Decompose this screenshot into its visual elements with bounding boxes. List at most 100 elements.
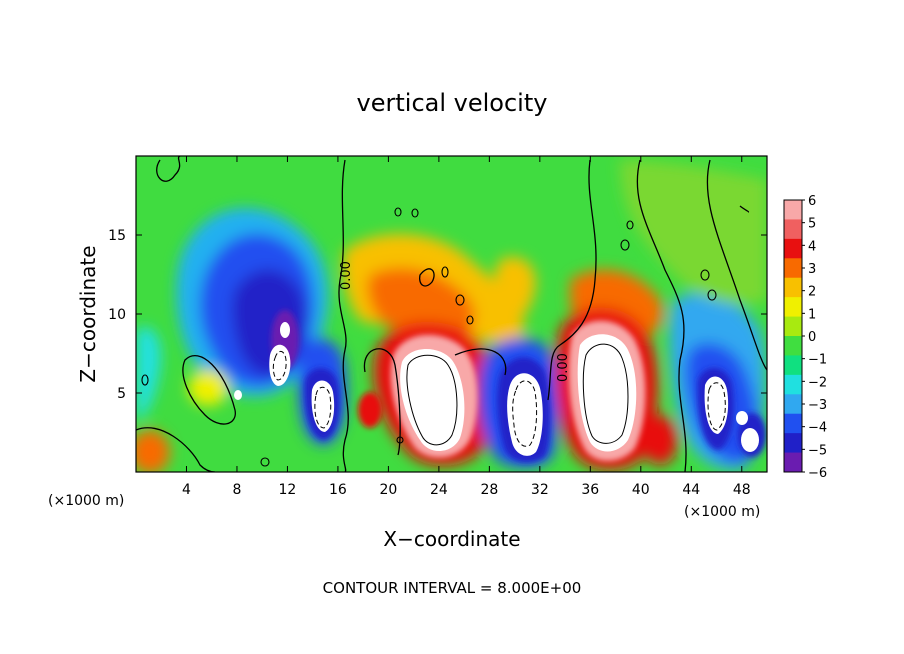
colorbar-swatch (784, 374, 802, 395)
plot-area: 0.00 0.00 (136, 156, 767, 472)
updraft-small-left (188, 370, 228, 406)
contour-neg-30 (512, 380, 538, 447)
colorbar-label: 0 (808, 330, 816, 345)
core-white-36 (577, 334, 637, 452)
contour-zero-a (338, 159, 349, 472)
x-tick-label: 20 (379, 482, 397, 498)
colorbar-label: 5 (808, 217, 816, 232)
updraft-ring-18 (358, 392, 382, 428)
chart-title: vertical velocity (357, 89, 548, 117)
colorbar-label: −5 (808, 443, 827, 458)
colorbar-label: −3 (808, 398, 827, 413)
colorbar-label: −2 (808, 375, 827, 390)
colorbar-swatch (784, 413, 802, 434)
loop-1 (394, 207, 402, 217)
contour-zero-h (363, 348, 401, 456)
x-tick-label: 4 (182, 482, 191, 498)
loop-7 (626, 220, 634, 230)
contour-interval-text: CONTOUR INTERVAL = 8.000E+00 (323, 579, 582, 597)
contour-zero-f (136, 427, 216, 472)
colorbar-swatch (784, 336, 802, 356)
contour-zero-c (636, 159, 687, 472)
x-tick-label: 36 (581, 482, 599, 498)
contour-neg-45 (707, 382, 726, 431)
core-white-11 (280, 322, 290, 338)
contour-eight-36 (582, 343, 629, 444)
core-white-14 (311, 380, 335, 432)
loop-4 (455, 294, 465, 306)
colorbar-label: 6 (808, 194, 816, 209)
x-tick-label: 16 (329, 482, 347, 498)
x-unit-label-left: (×1000 m) (48, 493, 124, 509)
loop-5 (466, 315, 474, 325)
loop-9 (707, 289, 717, 301)
colorbar-label: −4 (808, 421, 827, 436)
contour-zero-k (739, 205, 750, 213)
colorbar-swatch (784, 355, 802, 376)
colorbar-swatch (784, 394, 802, 415)
x-tick-label: 8 (232, 482, 241, 498)
updraft-right-small (642, 415, 678, 465)
contour-zero-j (419, 268, 435, 287)
loop-11 (260, 457, 270, 467)
contour-small-loops (141, 207, 717, 467)
colorbar-swatch (784, 452, 802, 473)
x-tick-label: 40 (632, 482, 650, 498)
loop-8 (700, 269, 710, 281)
loop-2 (411, 208, 419, 218)
contour-label-right: 0.00 (556, 353, 571, 382)
saturated-cores (234, 322, 759, 456)
core-white-45 (704, 376, 729, 434)
colorbar: 6 5 4 3 2 1 0 −1 −2 −3 −4 −5 −6 (783, 194, 827, 481)
contour-label-left: 0.00 (339, 261, 354, 290)
loop-6 (620, 239, 630, 251)
updraft-upper-core (367, 267, 476, 337)
colorbar-label: 4 (808, 239, 816, 254)
x-axis: 4 8 12 16 20 24 28 32 36 40 44 48 (182, 156, 751, 498)
x-axis-title: X−coordinate (383, 527, 520, 551)
y-tick-label: 5 (117, 386, 126, 402)
contour-zero-d (706, 159, 767, 371)
loop-12 (396, 436, 404, 444)
contour-zero-b (547, 159, 597, 401)
colorbar-label: −1 (808, 353, 827, 368)
colorbar-swatch (784, 316, 802, 337)
loop-10 (141, 374, 149, 386)
updraft-bottom-left (136, 430, 170, 472)
x-unit-label-right: (×1000 m) (684, 504, 760, 520)
x-tick-label: 24 (430, 482, 448, 498)
colorbar-label: 2 (808, 285, 816, 300)
y-tick-label: 15 (108, 228, 126, 244)
core-white-48a (741, 428, 759, 452)
contour-neg-12 (272, 351, 287, 381)
cyan-left-edge (136, 326, 161, 420)
contour-lines (136, 156, 767, 472)
colorbar-swatch (784, 433, 802, 454)
loop-3 (441, 266, 449, 278)
contour-labels: 0.00 0.00 (339, 261, 571, 382)
x-tick-label: 12 (279, 482, 297, 498)
colorbar-label: 3 (808, 262, 816, 277)
field-upper-right (620, 160, 767, 304)
core-white-48b (736, 411, 748, 425)
colorbar-swatch (784, 277, 802, 298)
contour-zero-g (182, 354, 236, 425)
colorbar-swatch (784, 238, 802, 259)
core-white-30 (507, 373, 543, 456)
contour-zero-i (454, 348, 507, 376)
core-white-9 (234, 390, 242, 400)
core-white-24 (400, 348, 465, 452)
colorbar-swatch (784, 200, 802, 220)
contour-zero-e (156, 156, 181, 182)
colorbar-swatch (784, 297, 802, 318)
colorbar-label: 1 (808, 307, 816, 322)
contour-neg-14 (314, 386, 332, 429)
y-axis: 5 10 15 (108, 228, 767, 402)
x-tick-label: 32 (531, 482, 549, 498)
x-tick-label: 48 (733, 482, 751, 498)
x-tick-label: 44 (682, 482, 700, 498)
updraft-upper-right (494, 256, 536, 324)
contour-eight-24 (406, 354, 458, 446)
colorbar-swatch (784, 258, 802, 279)
